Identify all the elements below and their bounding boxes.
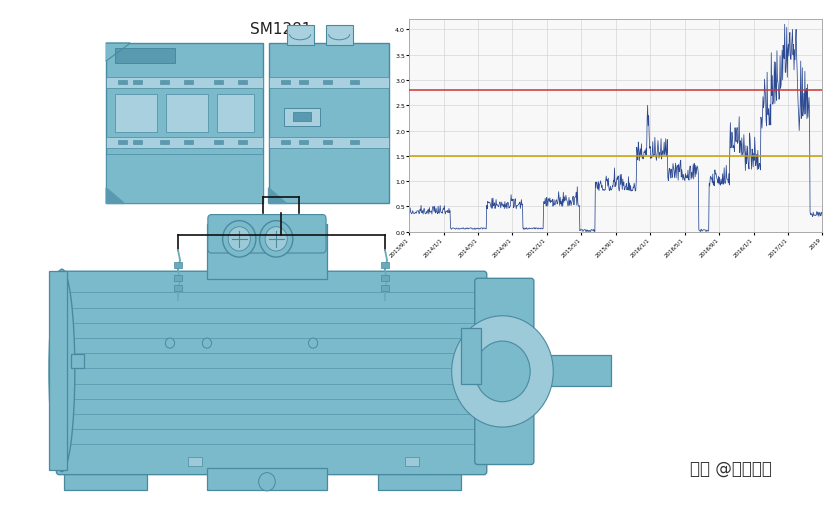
Text: SM1281: SM1281 — [250, 22, 311, 37]
Bar — [106, 77, 262, 88]
Circle shape — [259, 473, 276, 491]
Bar — [269, 137, 389, 148]
Bar — [377, 470, 461, 490]
Bar — [269, 77, 389, 88]
Bar — [166, 95, 209, 133]
Circle shape — [308, 338, 318, 348]
Bar — [174, 275, 182, 281]
Bar — [281, 141, 290, 145]
Circle shape — [475, 341, 530, 402]
Bar — [239, 81, 247, 85]
Bar — [269, 44, 389, 204]
Bar — [106, 137, 262, 148]
Bar — [134, 81, 142, 85]
Polygon shape — [269, 188, 286, 204]
Bar — [322, 81, 331, 85]
Bar — [106, 155, 262, 204]
Circle shape — [202, 338, 211, 348]
FancyBboxPatch shape — [208, 215, 326, 254]
Text: 头条 @技成培训: 头条 @技成培训 — [690, 459, 772, 477]
Bar — [381, 263, 389, 269]
Bar — [406, 458, 419, 466]
Bar — [160, 81, 170, 85]
FancyBboxPatch shape — [57, 272, 487, 475]
Bar — [185, 141, 194, 145]
Bar — [322, 141, 331, 145]
Bar — [215, 81, 224, 85]
FancyBboxPatch shape — [475, 279, 534, 465]
Bar — [174, 263, 182, 269]
Bar — [215, 141, 224, 145]
Polygon shape — [106, 44, 130, 62]
Polygon shape — [106, 188, 124, 204]
Circle shape — [228, 227, 250, 251]
Bar — [71, 355, 84, 369]
Bar — [326, 26, 352, 46]
Bar — [185, 81, 194, 85]
Bar — [292, 113, 311, 122]
Bar — [281, 81, 290, 85]
Bar — [207, 224, 327, 280]
Bar — [160, 141, 170, 145]
Circle shape — [265, 227, 287, 251]
Bar — [119, 81, 127, 85]
Circle shape — [165, 338, 175, 348]
Bar — [461, 328, 481, 384]
Bar — [106, 44, 262, 204]
Bar — [299, 141, 307, 145]
Bar — [115, 95, 157, 133]
Bar — [63, 470, 147, 490]
Bar — [189, 458, 202, 466]
Bar — [134, 141, 142, 145]
Bar — [174, 285, 182, 291]
Bar — [528, 356, 610, 386]
Bar — [207, 468, 327, 490]
Bar — [381, 285, 389, 291]
Bar — [49, 272, 68, 470]
Circle shape — [223, 221, 256, 258]
Bar — [217, 95, 254, 133]
Circle shape — [452, 316, 554, 427]
Bar — [286, 26, 314, 46]
Circle shape — [260, 221, 293, 258]
Bar — [350, 141, 359, 145]
Bar — [350, 81, 359, 85]
Bar — [119, 141, 127, 145]
Bar — [115, 48, 175, 64]
Bar — [284, 109, 320, 126]
Bar — [239, 141, 247, 145]
Bar — [299, 81, 307, 85]
Bar — [381, 275, 389, 281]
Ellipse shape — [49, 270, 75, 472]
